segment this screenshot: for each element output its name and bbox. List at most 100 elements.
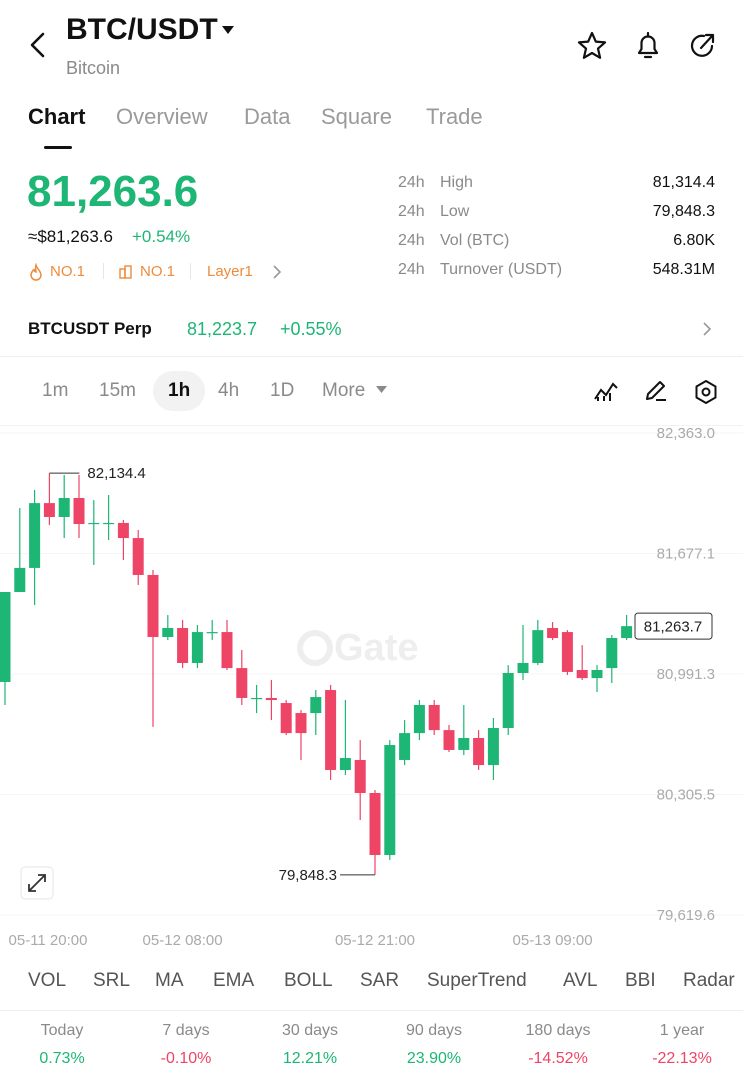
- stat-label: Low: [440, 203, 470, 220]
- candle-body: [221, 632, 233, 669]
- candle-body: [443, 730, 455, 750]
- settings-icon[interactable]: [693, 379, 719, 405]
- candle-body: [0, 592, 11, 682]
- candle-body: [58, 498, 70, 517]
- tab[interactable]: Chart: [28, 104, 86, 129]
- low-label: 79,848.3: [279, 867, 337, 884]
- indicator-icon[interactable]: [593, 379, 619, 403]
- interval[interactable]: 1m: [42, 380, 69, 401]
- stat-value: 81,314.4: [652, 174, 715, 191]
- favorite-icon[interactable]: [576, 30, 608, 62]
- tab[interactable]: Trade: [426, 104, 483, 129]
- candle-body: [29, 503, 41, 568]
- price-tag: [634, 612, 713, 640]
- indicator[interactable]: BOLL: [284, 970, 333, 991]
- candle-body: [487, 727, 499, 766]
- indicator[interactable]: SRL: [93, 970, 130, 991]
- tab[interactable]: Overview: [116, 104, 208, 129]
- divider: [0, 356, 743, 357]
- stat-period: 24h: [398, 174, 425, 191]
- coin-name: Bitcoin: [66, 58, 121, 78]
- x-tick-label: 05-12 08:00: [143, 932, 223, 949]
- rank-tag[interactable]: NO.1: [50, 263, 86, 280]
- perp-name[interactable]: BTCUSDT Perp: [28, 319, 152, 338]
- indicator[interactable]: AVL: [563, 970, 598, 991]
- indicator[interactable]: Radar: [683, 970, 735, 991]
- candle-body: [473, 738, 485, 766]
- candle-body: [73, 498, 85, 525]
- interval[interactable]: 4h: [218, 380, 240, 401]
- candle-body: [265, 697, 277, 701]
- symbol[interactable]: BTC/USDT: [66, 13, 218, 46]
- candle-body: [413, 704, 425, 734]
- candle-body: [103, 522, 115, 525]
- tab[interactable]: Data: [244, 104, 291, 129]
- candlestick-chart: Gate 82,363.0 81,677.1 80,991.3 80,305.5 79,…: [0, 425, 743, 949]
- y-tick-label: 80,991.3: [657, 666, 715, 683]
- tab[interactable]: Square: [321, 104, 392, 129]
- dropdown-icon[interactable]: [375, 385, 388, 395]
- sector-tag[interactable]: Layer1: [207, 263, 253, 280]
- stat-label: High: [440, 174, 473, 191]
- candle-body: [147, 574, 159, 637]
- period: 7 days: [162, 1022, 210, 1039]
- candle-body: [310, 697, 322, 714]
- rank-tag[interactable]: NO.1: [140, 263, 176, 280]
- indicator[interactable]: SAR: [360, 970, 400, 991]
- high-label: 82,134.4: [87, 465, 145, 482]
- candle-body: [325, 690, 337, 770]
- indicator[interactable]: BBI: [625, 970, 656, 991]
- price-change: +0.54%: [132, 227, 191, 246]
- period: 90 days: [405, 1022, 463, 1039]
- stat-value: 79,848.3: [652, 203, 715, 220]
- stat-period: 24h: [398, 261, 425, 278]
- candle-body: [162, 628, 174, 637]
- indicator[interactable]: SuperTrend: [427, 970, 527, 991]
- candle-body: [517, 662, 529, 673]
- interval[interactable]: 1D: [270, 380, 295, 401]
- candle-body: [88, 522, 100, 525]
- stat-value: 6.80K: [673, 232, 715, 249]
- candle-body: [191, 632, 203, 663]
- candle-body: [295, 713, 307, 734]
- expand-button[interactable]: [20, 866, 54, 900]
- alert-icon[interactable]: [632, 30, 664, 62]
- hot-icon: [30, 263, 42, 281]
- period-change: -14.52%: [528, 1050, 588, 1067]
- candle-body: [458, 738, 470, 750]
- candle-body: [236, 668, 248, 698]
- separator: [190, 263, 191, 279]
- dropdown-icon[interactable]: [221, 24, 235, 36]
- x-tick-label: 05-13 09:00: [513, 932, 593, 949]
- indicator[interactable]: VOL: [28, 970, 67, 991]
- watermark: Gate: [297, 627, 418, 669]
- candle-body: [280, 703, 292, 734]
- back-icon[interactable]: [26, 30, 50, 60]
- interval[interactable]: 1h: [168, 380, 191, 401]
- share-icon[interactable]: [687, 30, 719, 62]
- interval[interactable]: 15m: [99, 380, 136, 401]
- period: 30 days: [281, 1022, 339, 1039]
- price-tag-label: 81,263.7: [644, 619, 702, 636]
- stat-label: Vol (BTC): [440, 232, 510, 249]
- candle-body: [591, 670, 603, 679]
- rank-icon: [119, 265, 132, 279]
- period-change: -22.13%: [652, 1050, 712, 1067]
- divider: [0, 425, 743, 426]
- x-tick-label: 05-11 20:00: [9, 932, 88, 949]
- period-change: 0.73%: [39, 1050, 85, 1067]
- draw-icon[interactable]: [643, 379, 669, 403]
- chevron-icon[interactable]: [271, 264, 283, 280]
- candle-body: [532, 630, 544, 663]
- indicator[interactable]: EMA: [213, 970, 255, 991]
- period: Today: [40, 1022, 84, 1039]
- y-tick-label: 82,363.0: [657, 425, 715, 442]
- period-change: 23.90%: [406, 1050, 462, 1067]
- period-change: -0.10%: [160, 1050, 212, 1067]
- stat-label: Turnover (USDT): [440, 261, 563, 278]
- chevron-icon[interactable]: [701, 321, 713, 337]
- indicator[interactable]: MA: [155, 970, 184, 991]
- candle-body: [547, 628, 559, 639]
- interval[interactable]: More: [322, 380, 366, 401]
